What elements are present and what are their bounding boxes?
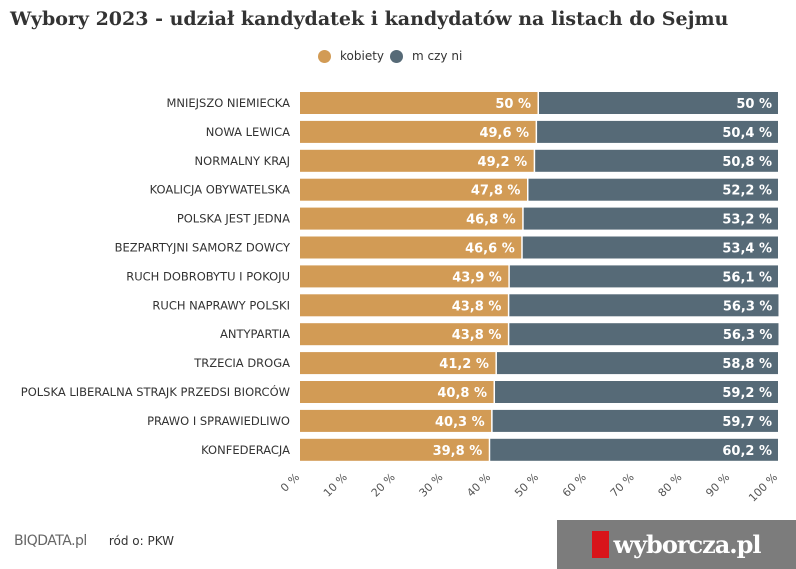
x-tick-label: 90 %: [703, 471, 732, 500]
data-label: 49,6 %: [479, 126, 529, 141]
data-label: 46,6 %: [465, 242, 515, 257]
data-label: 43,8 %: [452, 328, 502, 343]
bar-kobiety: [300, 120, 536, 143]
legend: kobiety m czy ni: [318, 49, 462, 63]
data-label: 53,2 %: [722, 213, 772, 228]
bar-kobiety: [300, 381, 494, 403]
data-label: 59,2 %: [722, 386, 772, 401]
legend-label-mezczyzni: m czy ni: [412, 49, 463, 63]
data-label: 52,2 %: [722, 184, 772, 199]
data-label: 41,2 %: [439, 357, 489, 372]
bar-mezczyzni: [522, 236, 778, 259]
x-tick-label: 100 %: [746, 471, 780, 505]
category-label: MNIEJSZO NIEMIECKA: [166, 96, 290, 110]
bar-kobiety: [300, 92, 538, 114]
x-tick-label: 60 %: [560, 471, 589, 500]
bar-mezczyzni: [495, 381, 778, 403]
category-label: KOALICJA OBYWATELSKA: [150, 183, 291, 197]
x-tick-label: 20 %: [369, 471, 398, 500]
category-label: KONFEDERACJA: [201, 443, 290, 457]
bar-mezczyzni: [509, 294, 779, 317]
legend-label-kobiety: kobiety: [340, 49, 385, 63]
data-label: 50,4 %: [722, 126, 772, 141]
data-label: 60,2 %: [722, 444, 772, 459]
x-tick-label: 0 %: [278, 471, 302, 495]
data-label: 46,8 %: [466, 213, 516, 228]
data-label: 58,8 %: [722, 357, 772, 372]
category-label: BEZPARTYJNI SAMORZ DOWCY: [115, 241, 291, 255]
footer: BIQDATA.pl ród o: PKW: [14, 533, 174, 549]
bar-kobiety: [300, 236, 522, 259]
data-label: 49,2 %: [478, 155, 528, 170]
category-label: ANTYPARTIA: [220, 327, 290, 341]
bar-kobiety: [300, 294, 508, 317]
data-label: 50,8 %: [722, 155, 772, 170]
data-label: 56,1 %: [722, 270, 772, 285]
chart-title: Wybory 2023 - udział kandydatek i kandyd…: [10, 8, 729, 30]
bar-kobiety: [300, 207, 523, 230]
data-label: 43,9 %: [452, 270, 502, 285]
data-label: 43,8 %: [452, 299, 502, 314]
data-label: 47,8 %: [471, 184, 521, 199]
source-note: ród o: PKW: [108, 534, 174, 548]
bar-mezczyzni: [523, 207, 778, 230]
biqdata-logo: BIQDATA.pl: [14, 533, 87, 549]
bar-kobiety: [300, 323, 508, 346]
bar-kobiety: [300, 265, 509, 288]
bar-mezczyzni: [509, 265, 778, 288]
x-tick-label: 10 %: [321, 471, 350, 500]
data-label: 56,3 %: [723, 328, 773, 343]
category-label: PRAWO I SPRAWIEDLIWO: [147, 414, 290, 428]
category-label: RUCH DOBROBYTU I POKOJU: [126, 269, 290, 283]
legend-swatch-kobiety: [318, 49, 331, 63]
x-tick-label: 50 %: [512, 471, 541, 500]
x-tick-label: 70 %: [608, 471, 637, 500]
x-tick-label: 80 %: [656, 471, 685, 500]
data-label: 59,7 %: [722, 415, 772, 430]
category-label: TRZECIA DROGA: [193, 356, 290, 370]
data-label: 56,3 %: [723, 299, 773, 314]
x-tick-label: 40 %: [464, 471, 493, 500]
category-label: RUCH NAPRAWY POLSKI: [152, 298, 290, 312]
data-label: 39,8 %: [433, 444, 483, 459]
data-label: 50 %: [736, 97, 772, 112]
watermark-red-block: [592, 531, 610, 558]
x-tick-label: 30 %: [417, 471, 446, 500]
bar-mezczyzni: [535, 149, 778, 172]
wyborcza-watermark: wyborcza.pl: [557, 520, 796, 569]
bar-mezczyzni: [492, 409, 778, 432]
legend-swatch-mezczyzni: [390, 49, 404, 63]
category-label: POLSKA JEST JEDNA: [177, 212, 290, 226]
watermark-text: wyborcza.pl: [613, 530, 761, 559]
data-label: 53,4 %: [722, 242, 772, 257]
bar-mezczyzni: [509, 323, 779, 346]
bar-mezczyzni: [537, 120, 778, 143]
bar-mezczyzni: [539, 92, 778, 114]
bar-mezczyzni: [496, 352, 778, 375]
category-label: POLSKA LIBERALNA STRAJK PRZEDSI BIORCÓW: [21, 384, 290, 399]
category-label: NOWA LEWICA: [206, 125, 290, 139]
bar-kobiety: [300, 409, 492, 432]
data-label: 40,3 %: [435, 415, 485, 430]
bar-kobiety: [300, 352, 496, 375]
data-label: 50 %: [495, 97, 531, 112]
bar-kobiety: [300, 149, 534, 172]
bar-kobiety: [300, 438, 489, 461]
category-label: NORMALNY KRAJ: [195, 154, 290, 168]
bar-mezczyzni: [528, 178, 778, 201]
bar-mezczyzni: [490, 438, 778, 461]
data-label: 40,8 %: [437, 386, 487, 401]
bar-kobiety: [300, 178, 527, 201]
